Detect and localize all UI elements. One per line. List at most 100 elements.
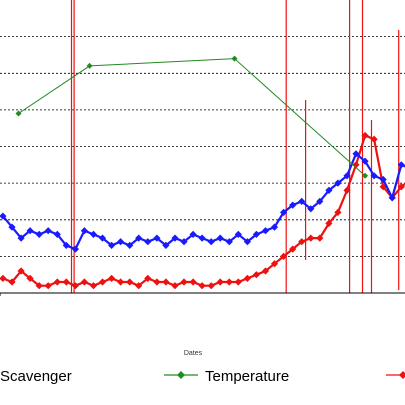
data-point [289, 201, 297, 209]
series-temperature [15, 55, 369, 179]
data-point [252, 230, 260, 238]
x-axis-label: Dates [184, 350, 203, 357]
data-point [207, 282, 215, 290]
data-point [225, 238, 233, 246]
data-point [397, 183, 405, 191]
data-point [243, 274, 251, 282]
data-point [8, 278, 16, 286]
series-scavenger [0, 150, 405, 253]
data-point [361, 157, 369, 165]
data-point [135, 234, 143, 242]
data-point [261, 227, 270, 235]
data-point [153, 278, 161, 286]
data-point [307, 234, 315, 242]
data-point [80, 227, 88, 235]
data-point [17, 234, 25, 242]
data-point [280, 208, 288, 216]
data-point [171, 282, 179, 290]
data-point [325, 219, 333, 227]
data-point [135, 282, 143, 290]
data-point [243, 238, 251, 246]
data-point [62, 278, 70, 286]
data-point [234, 230, 242, 238]
data-point [252, 271, 260, 279]
data-point [216, 234, 224, 242]
data-point [98, 278, 107, 286]
series-line [18, 58, 366, 177]
data-point [171, 234, 179, 242]
data-point [362, 172, 369, 179]
data-point [162, 278, 170, 286]
data-point [207, 238, 215, 246]
data-point [316, 234, 324, 242]
data-point [89, 282, 98, 290]
data-point [334, 179, 342, 187]
data-point [80, 278, 88, 286]
data-point [397, 161, 405, 169]
data-point [108, 241, 116, 249]
data-point [0, 212, 7, 220]
data-point [361, 131, 369, 140]
data-point [298, 197, 306, 205]
data-point [325, 186, 333, 194]
data-point [71, 282, 79, 290]
data-point [379, 175, 387, 184]
legend-label-temperature: Temperature [205, 368, 289, 385]
data-point [234, 278, 242, 286]
data-point [216, 278, 224, 286]
data-point [180, 278, 188, 286]
data-point [0, 274, 7, 282]
data-point [126, 278, 134, 286]
data-point [198, 282, 206, 290]
data-point [307, 205, 315, 213]
data-point [289, 245, 297, 253]
data-point [270, 260, 279, 268]
data-point [334, 208, 342, 216]
legend: Scavenger Temperature [0, 368, 405, 385]
data-point [189, 278, 197, 286]
data-point [117, 238, 125, 246]
data-point [15, 110, 22, 117]
data-point [62, 241, 70, 249]
data-point [270, 223, 279, 231]
data-point [35, 230, 43, 238]
data-point [108, 274, 116, 282]
legend-marker-third-series [399, 371, 405, 379]
data-point [26, 227, 34, 235]
data-point [71, 245, 79, 253]
data-point [180, 238, 188, 246]
data-point [144, 238, 152, 246]
data-point [298, 238, 306, 246]
data-point [53, 230, 61, 238]
legend-marker-temperature [177, 371, 185, 379]
data-point [44, 282, 52, 290]
data-point [231, 55, 238, 62]
data-point [35, 282, 43, 290]
data-point [17, 267, 25, 275]
data-point [198, 234, 206, 242]
data-point [388, 194, 396, 202]
data-point [225, 278, 233, 286]
data-point [343, 186, 351, 194]
red-series-spikes [70, 0, 400, 293]
data-point [352, 150, 360, 158]
data-point [153, 234, 161, 242]
data-point [261, 267, 270, 275]
data-point [53, 278, 61, 286]
data-point [126, 241, 134, 249]
series-line [2, 152, 405, 251]
data-point [370, 172, 378, 180]
data-point [117, 278, 125, 286]
data-point [162, 241, 170, 249]
data-point [280, 252, 288, 260]
data-point [98, 234, 107, 242]
series-line [2, 134, 405, 287]
data-point [44, 227, 52, 235]
data-point [144, 274, 152, 282]
series-layer [0, 55, 405, 290]
data-point [316, 197, 324, 205]
data-point [370, 135, 378, 143]
data-point [343, 172, 351, 180]
data-point [8, 223, 16, 231]
